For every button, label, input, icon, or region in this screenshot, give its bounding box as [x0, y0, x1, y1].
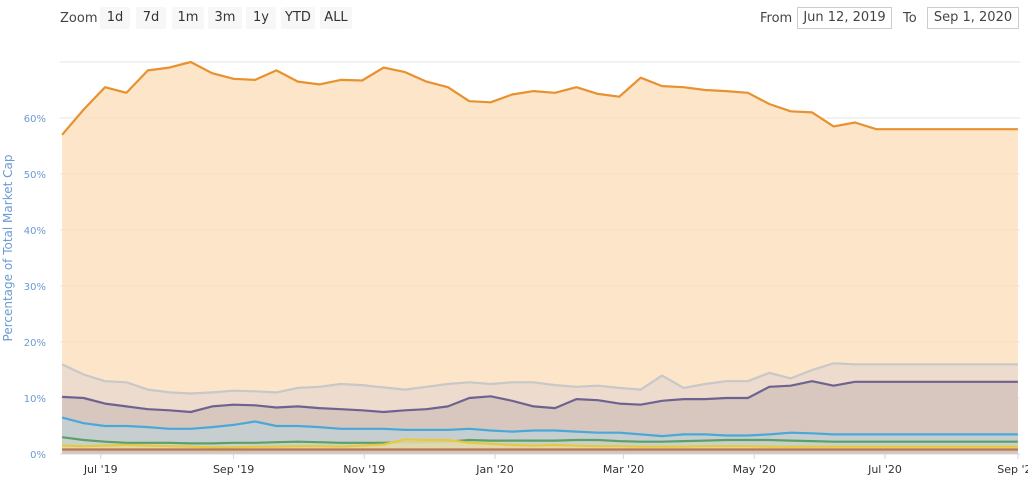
- from-label: From: [760, 11, 793, 26]
- zoom-all-button[interactable]: ALL: [320, 7, 352, 29]
- series-area-0: [62, 62, 1018, 454]
- zoom-7d-button[interactable]: 7d: [136, 7, 166, 29]
- x-axis-ticks: Jul '19 Sep '19 Nov '19 Jan '20 Mar '20 May '…: [60, 453, 1028, 476]
- y-tick-label: 50%: [24, 170, 46, 181]
- zoom-1m-button[interactable]: 1m: [172, 7, 204, 29]
- y-tick-label: 0%: [30, 450, 46, 461]
- y-axis-ticks: 0% 10% 20% 30% 40% 50% 60%: [24, 114, 46, 461]
- y-tick-label: 30%: [24, 282, 46, 293]
- x-tick-label: Jul '20: [867, 463, 902, 476]
- y-tick-label: 20%: [24, 338, 46, 349]
- to-date-input[interactable]: Sep 1, 2020: [927, 7, 1019, 29]
- zoom-ytd-button[interactable]: YTD: [281, 7, 315, 29]
- series-line-1: [61, 362, 1018, 395]
- range-selector-toolbar: Zoom 1d 7d 1m 3m 1y YTD ALL From Jun 12,…: [0, 0, 1028, 36]
- x-tick-label: Sep '20: [997, 463, 1028, 476]
- x-tick-label: Sep '19: [213, 463, 254, 476]
- y-tick-label: 40%: [24, 226, 46, 237]
- series-line-3: [61, 416, 1018, 438]
- series-area-6: [62, 449, 1018, 454]
- x-tick-label: Jul '19: [83, 463, 118, 476]
- y-axis-label: Percentage of Total Market Cap: [1, 155, 15, 342]
- x-tick-label: Jan '20: [475, 463, 513, 476]
- series-line-4: [61, 436, 1018, 445]
- from-date-input[interactable]: Jun 12, 2019: [797, 7, 892, 29]
- series-areas: [61, 60, 1018, 454]
- y-tick-label: 60%: [24, 114, 46, 125]
- x-tick-label: May '20: [733, 463, 776, 476]
- to-label: To: [903, 11, 917, 26]
- series-line-2: [62, 380, 1018, 414]
- series-line-5: [62, 438, 1018, 449]
- series-line-0: [61, 60, 1018, 136]
- y-tick-label: 10%: [24, 394, 46, 405]
- x-tick-label: Mar '20: [603, 463, 644, 476]
- zoom-label: Zoom: [60, 11, 98, 26]
- zoom-1d-button[interactable]: 1d: [100, 7, 130, 29]
- x-tick-label: Nov '19: [343, 463, 385, 476]
- zoom-1y-button[interactable]: 1y: [246, 7, 276, 29]
- zoom-3m-button[interactable]: 3m: [208, 7, 242, 29]
